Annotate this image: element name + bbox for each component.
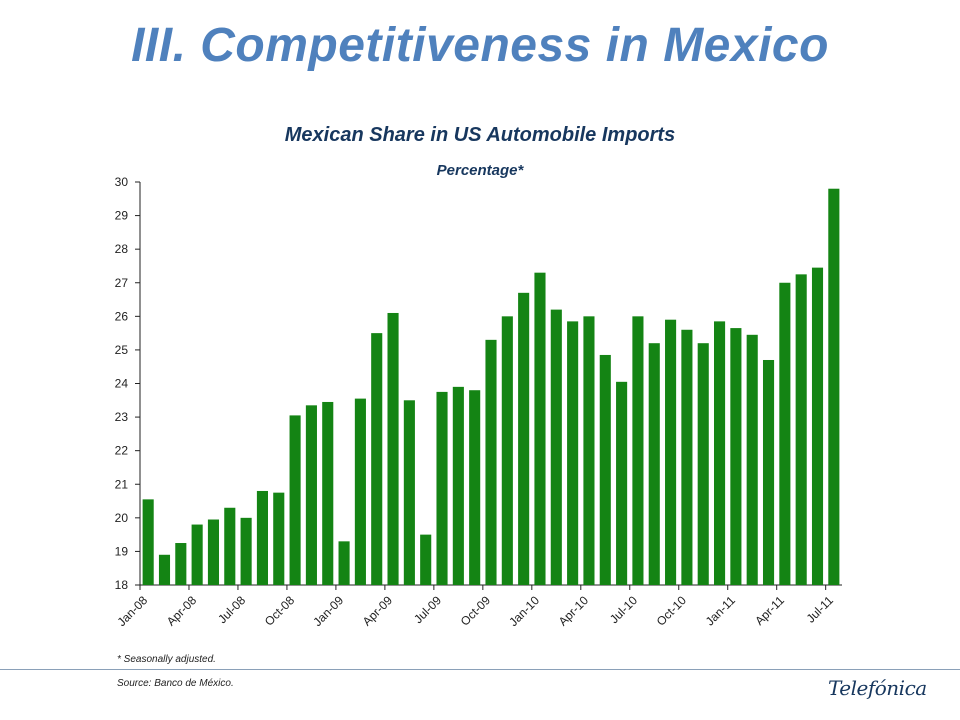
bar-May-08 xyxy=(207,519,220,585)
bar-Apr-11 xyxy=(779,282,791,585)
footer-divider xyxy=(0,669,960,670)
bar-Jan-10 xyxy=(534,272,546,585)
bar-Aug-08 xyxy=(256,490,268,585)
bar-Apr-10 xyxy=(583,316,595,585)
y-tick-label: 22 xyxy=(115,444,129,458)
y-tick-label: 26 xyxy=(115,309,129,323)
x-tick-label: Apr-10 xyxy=(556,593,592,629)
x-tick-label: Oct-10 xyxy=(654,593,690,629)
bar-Jun-08 xyxy=(224,507,236,585)
bar-Mar-08 xyxy=(175,543,187,585)
x-tick-label: Jan-08 xyxy=(114,593,150,629)
bar-May-09 xyxy=(403,400,415,585)
x-tick-label: Oct-09 xyxy=(458,593,494,629)
bar-Feb-10 xyxy=(550,309,562,585)
bar-Oct-08 xyxy=(289,415,301,585)
bar-Sep-08 xyxy=(273,492,285,585)
bar-Oct-10 xyxy=(681,329,693,585)
y-tick-label: 28 xyxy=(115,242,129,256)
x-tick-label: Apr-11 xyxy=(752,593,787,628)
x-tick-label: Jan-09 xyxy=(310,593,346,629)
telefonica-logo: Telefónica xyxy=(828,676,927,700)
x-tick-label: Jul-09 xyxy=(411,593,444,626)
bar-Dec-08 xyxy=(322,401,334,585)
bar-Jun-09 xyxy=(420,534,432,585)
bar-Nov-10 xyxy=(697,343,709,585)
bar-Feb-09 xyxy=(354,398,366,585)
x-tick-label: Apr-08 xyxy=(164,593,200,629)
y-tick-label: 18 xyxy=(115,578,129,592)
bar-Jul-08 xyxy=(240,517,252,585)
y-tick-label: 20 xyxy=(115,511,129,525)
bar-Feb-08 xyxy=(158,554,171,585)
bar-Nov-09 xyxy=(501,316,513,585)
bar-Jul-11 xyxy=(828,188,840,585)
chart-subtitle: Percentage* xyxy=(436,162,524,179)
x-tick-label: Apr-09 xyxy=(360,593,396,629)
bar-Feb-11 xyxy=(746,334,758,585)
footnote: * Seasonally adjusted. xyxy=(117,654,216,665)
bar-Apr-09 xyxy=(387,312,399,585)
x-tick-label: Jul-08 xyxy=(215,593,248,626)
bar-series xyxy=(142,188,840,585)
source-note: Source: Banco de México. xyxy=(117,678,234,689)
bar-Aug-10 xyxy=(648,343,660,585)
bar-Nov-08 xyxy=(305,405,317,585)
bar-Dec-10 xyxy=(714,321,726,585)
bar-Jul-09 xyxy=(436,391,448,585)
y-tick-label: 30 xyxy=(115,175,129,189)
x-tick-label: Jan-10 xyxy=(506,593,542,629)
chart-title: Mexican Share in US Automobile Imports xyxy=(284,124,676,146)
y-axis: 18 19 20 21 22 23 24 25 26 27 28 29 30 xyxy=(115,175,141,592)
y-tick-label: 25 xyxy=(115,343,129,357)
y-tick-label: 23 xyxy=(115,410,129,424)
y-tick-label: 27 xyxy=(115,276,129,290)
y-tick-label: 21 xyxy=(115,477,129,491)
x-tick-label: Jan-11 xyxy=(703,593,738,628)
y-tick-label: 24 xyxy=(115,377,129,391)
bar-Jun-10 xyxy=(616,381,628,585)
bar-May-11 xyxy=(795,274,807,585)
bar-Mar-11 xyxy=(762,359,775,585)
bar-Sep-09 xyxy=(469,390,481,585)
bar-Mar-09 xyxy=(371,333,383,585)
x-tick-label: Oct-08 xyxy=(262,593,298,629)
bar-May-10 xyxy=(599,354,611,585)
bar-Jul-10 xyxy=(632,316,644,585)
bar-Jun-11 xyxy=(811,267,824,585)
bar-Jan-08 xyxy=(142,499,154,585)
bar-Dec-09 xyxy=(518,292,530,585)
bar-Sep-10 xyxy=(665,319,677,585)
bar-Jan-09 xyxy=(338,541,350,585)
y-tick-label: 29 xyxy=(115,209,129,223)
x-axis: Jan-08 Apr-08 Jul-08 Oct-08 Jan-09 Apr-09 Jul-… xyxy=(114,584,842,629)
slide-title: III. Competitiveness in Mexico xyxy=(131,19,829,72)
bar-Mar-10 xyxy=(567,321,579,585)
x-tick-label: Jul-10 xyxy=(607,593,640,626)
y-tick-label: 19 xyxy=(115,544,129,558)
x-tick-label: Jul-11 xyxy=(804,593,837,626)
bar-Apr-08 xyxy=(191,524,203,585)
bar-Oct-09 xyxy=(485,339,497,585)
bar-Aug-09 xyxy=(452,386,464,585)
bar-Jan-11 xyxy=(730,328,742,585)
